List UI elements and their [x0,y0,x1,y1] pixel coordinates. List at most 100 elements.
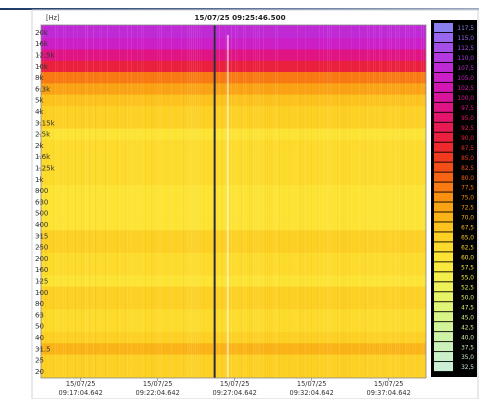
y-tick-label: 1k [35,176,44,184]
texture-stripe [305,25,306,378]
colorbar-swatch [434,362,453,372]
texture-stripe [87,25,88,378]
heatmap-row [41,94,426,107]
y-tick-label: 315 [35,232,48,240]
texture-stripe [397,25,398,378]
colorbar-swatch [434,312,453,322]
colorbar-label: 57,5 [461,265,474,271]
texture-stripe [213,25,214,378]
colorbar-swatch [434,262,453,272]
texture-stripe [189,25,190,378]
texture-stripe [85,25,86,378]
y-axis: 20k 16k 12.5k 10k 8k 6.3k 5k 4k 3.15k 2.5k 2k 1.6k 1… [35,29,56,376]
colorbar-swatch [434,242,453,252]
texture-stripe [279,25,280,378]
colorbar-label: 100,0 [457,96,474,102]
texture-stripe [345,25,346,378]
y-tick-label: 3.15k [35,119,56,127]
texture-stripe [297,25,298,378]
colorbar-swatch [434,182,453,192]
texture-stripe [399,25,400,378]
texture-stripe [241,25,242,378]
colorbar-swatch [434,272,453,282]
texture-stripe [381,25,382,378]
texture-stripe [55,25,56,378]
texture-stripe [327,25,328,378]
texture-stripe [187,25,188,378]
y-tick-label: 1.6k [35,153,51,161]
texture-stripe [341,25,342,378]
y-tick-label: 5k [35,97,44,105]
y-tick-label: 100 [35,289,48,297]
texture-stripe [95,25,96,378]
heatmap-row [41,365,426,378]
texture-stripe [349,25,350,378]
colorbar-label: 92,5 [461,126,474,132]
texture-stripe [413,25,414,378]
heatmap-row [41,105,426,118]
colorbar-swatch [434,152,453,162]
heatmap-row [41,72,426,84]
y-tick-label: 12.5k [35,52,56,60]
heatmap-row [41,354,426,367]
texture-stripe [373,25,374,378]
texture-stripe [245,25,246,378]
colorbar-label: 105,0 [457,76,474,82]
x-tick-date: 15/07/25 [374,380,404,388]
heatmap-row [41,151,426,163]
texture-stripe [63,25,64,378]
texture-stripe [201,25,202,378]
colorbar-swatch [434,32,453,43]
texture-stripe [395,25,396,378]
y-tick-label: 125 [35,278,48,286]
colorbar-label: 80,0 [461,176,474,182]
texture-stripe [153,25,154,378]
colorbar-label: 115,0 [457,36,474,42]
heatmap-row [41,275,426,288]
texture-stripe [105,25,106,378]
texture-stripe [307,25,308,378]
texture-stripe [73,25,74,378]
texture-stripe [365,25,366,378]
heatmap-row [41,264,426,276]
colorbar-label: 117,5 [457,26,474,32]
colorbar-swatch [434,122,453,132]
y-tick-label: 80 [35,300,44,308]
heatmap-row [41,218,426,231]
heatmap-row [41,320,426,333]
colorbar-swatch [434,222,453,232]
texture-stripe [195,25,196,378]
heatmap-row [41,60,426,73]
texture-stripe [379,25,380,378]
heatmap-row [41,298,426,310]
y-tick-label: 8k [35,74,44,82]
colorbar-swatch [434,252,453,262]
texture-stripe [253,25,254,378]
colorbar-label: 52,5 [461,285,474,291]
colorbar-swatch [434,52,453,62]
texture-stripe [407,25,408,378]
x-axis: 15/07/2509:17:04.64215/07/2509:22:04.642… [59,378,411,397]
texture-stripe [67,25,68,378]
heatmap-row [41,83,426,96]
colorbar-label: 90,0 [461,136,474,142]
heatmap-row [41,173,426,186]
texture-stripe [351,25,352,378]
colorbar-swatch [434,102,453,112]
colorbar-swatch [434,302,453,312]
texture-stripe [249,25,250,378]
texture-stripe [375,25,376,378]
texture-stripe [107,25,108,378]
heatmap-row [41,162,426,175]
texture-stripe [131,25,132,378]
texture-stripe [265,25,266,378]
texture-stripe [277,25,278,378]
texture-stripe [421,25,422,378]
time-cursor-line[interactable] [213,25,216,378]
heatmap-row [41,241,426,254]
header-divider [0,8,479,10]
x-tick-time: 09:22:04.642 [136,389,180,397]
texture-stripe [343,25,344,378]
texture-stripe [125,25,126,378]
event-marker-line [226,35,229,378]
